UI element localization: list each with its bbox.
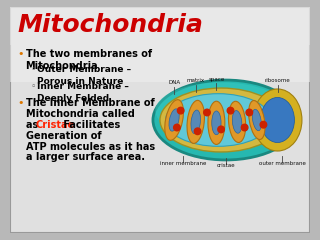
Text: DNA: DNA bbox=[168, 80, 180, 85]
Ellipse shape bbox=[228, 101, 246, 143]
Text: ribosome: ribosome bbox=[265, 78, 290, 84]
Bar bbox=[10, 7, 310, 45]
Text: The Inner Membrane of: The Inner Membrane of bbox=[26, 98, 154, 108]
Ellipse shape bbox=[212, 111, 221, 135]
Circle shape bbox=[204, 109, 210, 116]
Ellipse shape bbox=[249, 101, 265, 139]
Circle shape bbox=[174, 124, 180, 131]
Ellipse shape bbox=[232, 111, 242, 133]
Ellipse shape bbox=[191, 110, 201, 134]
Circle shape bbox=[241, 124, 248, 131]
Circle shape bbox=[260, 121, 267, 128]
Circle shape bbox=[227, 107, 234, 114]
Ellipse shape bbox=[260, 97, 294, 143]
Text: space: space bbox=[208, 77, 225, 82]
Ellipse shape bbox=[169, 109, 179, 131]
Text: ATP molecules as it has: ATP molecules as it has bbox=[26, 142, 155, 152]
Ellipse shape bbox=[187, 100, 204, 143]
Circle shape bbox=[194, 128, 201, 135]
Text: cristae: cristae bbox=[217, 163, 235, 168]
Text: Mitochondria called: Mitochondria called bbox=[26, 109, 134, 119]
Text: Facilitates: Facilitates bbox=[60, 120, 120, 130]
Text: Outer Membrane –
Porous in Nature: Outer Membrane – Porous in Nature bbox=[37, 66, 131, 86]
Circle shape bbox=[177, 107, 184, 114]
Text: Cristae: Cristae bbox=[36, 120, 75, 130]
Text: a larger surface area.: a larger surface area. bbox=[26, 152, 145, 162]
Text: inner membrane: inner membrane bbox=[160, 161, 207, 166]
Ellipse shape bbox=[252, 109, 261, 131]
Ellipse shape bbox=[253, 89, 302, 151]
Text: ◦: ◦ bbox=[30, 82, 36, 91]
Bar bbox=[10, 7, 310, 82]
Text: Mitochondria: Mitochondria bbox=[17, 13, 203, 37]
Text: •: • bbox=[17, 48, 24, 59]
Text: •: • bbox=[17, 98, 24, 108]
Text: Generation of: Generation of bbox=[26, 131, 101, 141]
Text: as: as bbox=[26, 120, 41, 130]
Text: outer membrane: outer membrane bbox=[259, 161, 306, 166]
Circle shape bbox=[246, 109, 252, 116]
Ellipse shape bbox=[165, 100, 183, 140]
Ellipse shape bbox=[160, 88, 282, 152]
Circle shape bbox=[218, 126, 224, 133]
Text: The two membranes of
Mitochondria: The two membranes of Mitochondria bbox=[26, 48, 152, 71]
Text: ◦: ◦ bbox=[30, 66, 36, 74]
Ellipse shape bbox=[208, 101, 225, 144]
Text: matrix: matrix bbox=[187, 78, 205, 84]
Ellipse shape bbox=[153, 80, 299, 160]
Text: Inner Membrane –
Deeply Folded: Inner Membrane – Deeply Folded bbox=[37, 82, 129, 102]
Ellipse shape bbox=[155, 82, 287, 139]
Ellipse shape bbox=[166, 94, 271, 146]
